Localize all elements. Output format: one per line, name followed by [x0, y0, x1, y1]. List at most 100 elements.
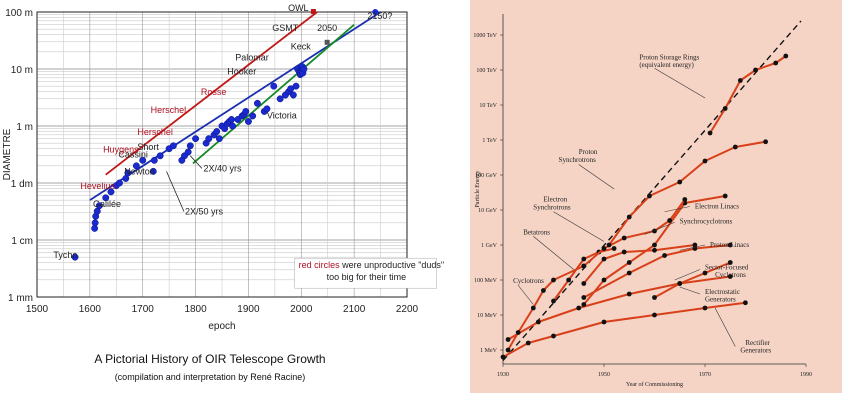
curve-point: [652, 312, 657, 318]
data-point: [289, 91, 297, 99]
data-point: [71, 253, 79, 261]
curve-point: [682, 197, 688, 202]
data-point: [169, 142, 177, 150]
data-point: [215, 135, 223, 143]
figure-caption-subtitle: (compilation and interpretation by René …: [115, 372, 306, 382]
label-leader-line: [714, 307, 736, 347]
curve-label: Proton Linacs: [710, 241, 749, 249]
point-label: Newton: [124, 167, 155, 177]
curve-point: [662, 253, 667, 258]
curve-label: Generators: [705, 296, 736, 304]
y-axis-label: Particle Energy: [475, 170, 481, 207]
curve-point: [601, 256, 607, 262]
curve-point: [626, 291, 632, 297]
curve-point: [551, 333, 556, 339]
curve-point: [611, 246, 617, 251]
reference-dashed-line: [502, 20, 802, 361]
x-tick-label: 2200: [396, 304, 419, 315]
data-point: [244, 118, 252, 125]
curve-point: [763, 139, 768, 145]
curve-point: [677, 281, 683, 286]
point-label: Tycho: [53, 250, 77, 260]
y-tick-label: 100 TeV: [476, 68, 497, 74]
curve-point: [500, 354, 506, 360]
label-leader-line: [654, 67, 706, 99]
x-tick-label: 1700: [132, 304, 155, 315]
curve-point: [581, 302, 587, 307]
y-tick-label: 10 MeV: [477, 313, 497, 319]
curve-label: Cyclotrons: [715, 271, 746, 279]
y-tick-label: 10 TeV: [479, 103, 497, 109]
curve-point: [727, 242, 733, 248]
curve-point: [652, 247, 657, 253]
data-point: [300, 65, 308, 73]
curve-point: [505, 337, 511, 342]
curve-sector-focused-cyclotrons: [654, 261, 731, 299]
curve-label: Synchrotrons: [533, 203, 571, 211]
y-tick-label: 100 GeV: [475, 173, 497, 179]
data-point: [116, 179, 123, 187]
legend-note-rest: were unproductive "duds": [340, 260, 444, 270]
curve-label: Betatrons: [523, 229, 550, 237]
particle-energy-chart: 1000 TeV 100 TeV 10 TeV 1 TeV 100 GeV 10 GeV 1…: [470, 0, 842, 393]
x-tick-label: 1930: [497, 372, 509, 378]
annotation-arrow: [166, 171, 185, 212]
data-point: [149, 167, 157, 175]
data-point: [150, 156, 158, 164]
label-leader-line: [517, 285, 534, 305]
point-label: Huygens: [103, 145, 139, 155]
label-leader-line: [553, 211, 605, 242]
curve-label: Electron: [543, 195, 567, 203]
legend-note-box: [294, 257, 437, 289]
curve-point: [692, 242, 698, 248]
point-label: Victoria: [267, 111, 297, 121]
curve-point: [707, 130, 713, 136]
data-point: [276, 95, 284, 103]
curve-point: [677, 179, 683, 185]
data-point: [186, 142, 194, 150]
curve-label: Synchrotrons: [559, 156, 597, 164]
label-leader-line: [644, 221, 675, 235]
label-leader-line: [664, 206, 690, 213]
curve-label: Electron Linacs: [695, 202, 739, 210]
y-tick-label: 10 GeV: [478, 208, 497, 214]
data-point: [102, 194, 110, 202]
label-leader-line: [578, 164, 615, 190]
curve-label: Rectifier: [745, 339, 770, 347]
curve-point: [581, 256, 587, 262]
y-tick-label: 100 MeV: [474, 278, 497, 284]
curve-electrostatic-generators: [507, 275, 731, 341]
y-tick-label: 1 MeV: [480, 348, 497, 354]
x-tick-label: 1900: [237, 304, 260, 315]
point-label: Short: [137, 142, 159, 152]
curve-point: [652, 295, 657, 300]
curve-point: [576, 305, 582, 311]
label-leader-line: [533, 236, 574, 270]
x-tick-label: 1800: [184, 304, 207, 315]
point-label: Herschel: [137, 127, 173, 137]
point-label: 2050: [317, 23, 337, 33]
curve-point: [601, 277, 607, 283]
label-leader-line: [679, 244, 706, 251]
data-point: [270, 82, 278, 90]
curve-label: Synchrocyclotrons: [680, 217, 733, 225]
data-point: [95, 202, 103, 210]
point-label: OWL: [288, 3, 309, 13]
trend-line: [105, 11, 318, 176]
x-tick-label: 1970: [699, 372, 711, 378]
x-tick-label: 1950: [598, 372, 610, 378]
y-tick-label: 1 dm: [11, 179, 33, 190]
curve-point: [601, 319, 607, 325]
curve-point: [743, 300, 748, 306]
point-label: 2150?: [367, 11, 392, 21]
curve-point: [505, 347, 511, 353]
curve-point: [753, 67, 758, 73]
curve-point: [541, 288, 546, 293]
y-tick-label: 100 m: [5, 8, 33, 19]
curve-point: [722, 193, 728, 199]
curve-label: Proton Storage Rings: [639, 54, 699, 62]
curve-label: (equivalent energy): [639, 61, 694, 69]
data-point: [91, 219, 99, 227]
point-label: Rosse: [201, 87, 227, 97]
